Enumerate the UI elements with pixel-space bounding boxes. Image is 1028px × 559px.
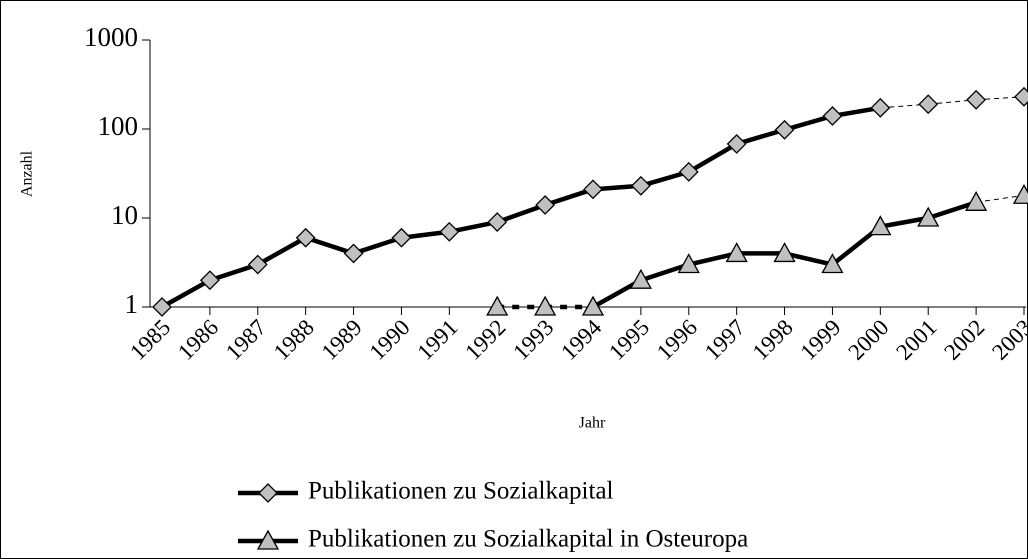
marker xyxy=(774,119,795,140)
y-tick-label: 100 xyxy=(98,111,139,141)
marker xyxy=(1014,86,1028,107)
marker xyxy=(1012,183,1028,204)
marker xyxy=(535,195,556,215)
marker xyxy=(152,297,172,317)
marker xyxy=(678,161,699,182)
marker xyxy=(966,89,987,110)
marker xyxy=(258,483,278,503)
marker xyxy=(256,529,280,550)
y-axis-label: Anzahl xyxy=(19,150,36,197)
marker xyxy=(583,179,603,200)
series-line xyxy=(640,169,690,188)
series-line xyxy=(209,262,259,283)
marker xyxy=(343,243,364,264)
series-line xyxy=(688,251,738,267)
legend-label: Publikationen zu Sozialkapital xyxy=(308,478,614,505)
marker xyxy=(821,253,844,274)
marker xyxy=(870,97,891,118)
marker xyxy=(295,227,316,248)
series-line xyxy=(784,251,833,267)
marker xyxy=(486,295,509,316)
series-line xyxy=(687,141,738,174)
series-line xyxy=(640,262,690,283)
marker xyxy=(869,215,892,236)
marker xyxy=(439,221,460,242)
marker xyxy=(247,254,268,275)
marker xyxy=(629,268,652,289)
marker xyxy=(391,227,412,248)
series-line xyxy=(256,235,307,267)
marker xyxy=(199,270,220,291)
series-line xyxy=(736,127,786,147)
marker xyxy=(725,242,748,263)
series-line xyxy=(927,200,977,221)
marker xyxy=(581,295,605,316)
series-line xyxy=(976,194,1025,203)
series-line xyxy=(160,278,211,309)
series-line xyxy=(783,113,834,132)
marker xyxy=(917,206,940,227)
marker xyxy=(677,253,700,274)
marker xyxy=(822,106,843,126)
marker xyxy=(487,212,508,232)
y-tick-label: 1000 xyxy=(84,22,138,52)
series-line xyxy=(496,202,546,225)
marker xyxy=(630,175,651,196)
x-axis-label: Jahr xyxy=(579,415,606,432)
marker xyxy=(918,94,939,115)
series-line xyxy=(544,187,594,208)
marker xyxy=(965,190,988,211)
marker xyxy=(534,295,557,316)
marker xyxy=(773,242,796,263)
series-line xyxy=(879,215,929,229)
legend-label: Publikationen zu Sozialkapital in Osteur… xyxy=(308,526,748,553)
marker xyxy=(726,133,747,154)
series-line xyxy=(352,235,403,256)
y-tick-label: 1 xyxy=(125,289,139,319)
series-line xyxy=(304,235,355,256)
y-tick-label: 10 xyxy=(111,200,138,230)
